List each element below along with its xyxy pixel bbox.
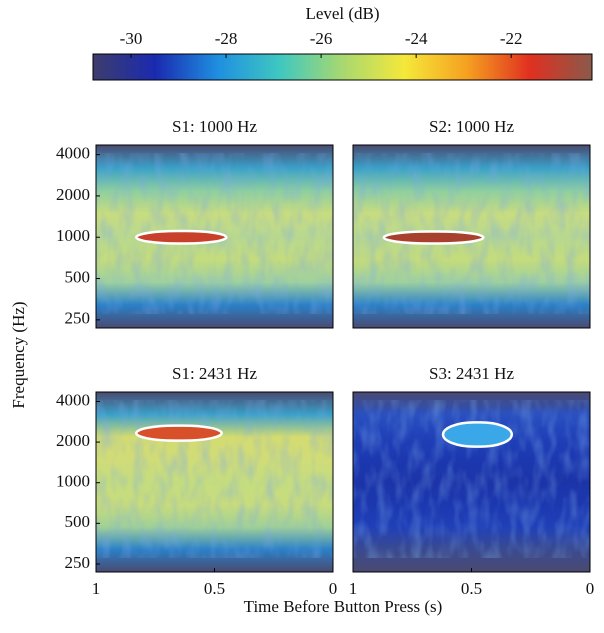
x-tick-label: 1 <box>92 579 101 598</box>
heatmap-texture <box>96 400 333 558</box>
panel-title: S2: 1000 Hz <box>429 117 514 136</box>
x-tick-label: 0.5 <box>461 579 482 598</box>
x-tick-label: 0 <box>586 579 595 598</box>
panel-title: S1: 2431 Hz <box>172 364 257 383</box>
colorbar-tick-label: -22 <box>500 29 523 48</box>
colorbar-title: Level (dB) <box>305 4 379 23</box>
x-tick-label: 0.5 <box>204 579 225 598</box>
y-tick-label: 250 <box>65 309 91 328</box>
y-tick-label: 4000 <box>56 144 90 163</box>
y-tick-label: 500 <box>65 267 91 286</box>
x-tick-label: 1 <box>349 579 358 598</box>
y-axis-label: Frequency (Hz) <box>9 301 28 408</box>
y-tick-label: 250 <box>65 553 91 572</box>
highlight-region <box>441 421 514 448</box>
y-tick-label: 2000 <box>56 185 90 204</box>
highlight-region <box>382 230 485 245</box>
y-tick-label: 2000 <box>56 431 90 450</box>
colorbar-tick-label: -26 <box>310 29 333 48</box>
colorbar <box>92 53 593 81</box>
highlight-region <box>135 424 223 442</box>
panel-title: S3: 2431 Hz <box>429 364 514 383</box>
y-tick-label: 1000 <box>56 226 90 245</box>
panel-frame <box>95 144 334 329</box>
colorbar-tick-label: -28 <box>215 29 238 48</box>
x-tick-label: 0 <box>329 579 338 598</box>
colorbar-tick-label: -30 <box>120 29 143 48</box>
x-axis-label: Time Before Button Press (s) <box>244 597 443 616</box>
colorbar-tick-label: -24 <box>405 29 428 48</box>
panel-frame <box>352 144 591 329</box>
y-tick-label: 4000 <box>56 390 90 409</box>
panel-title: S1: 1000 Hz <box>172 117 257 136</box>
y-tick-label: 500 <box>65 512 91 531</box>
highlight-region <box>135 229 228 245</box>
y-tick-label: 1000 <box>56 472 90 491</box>
